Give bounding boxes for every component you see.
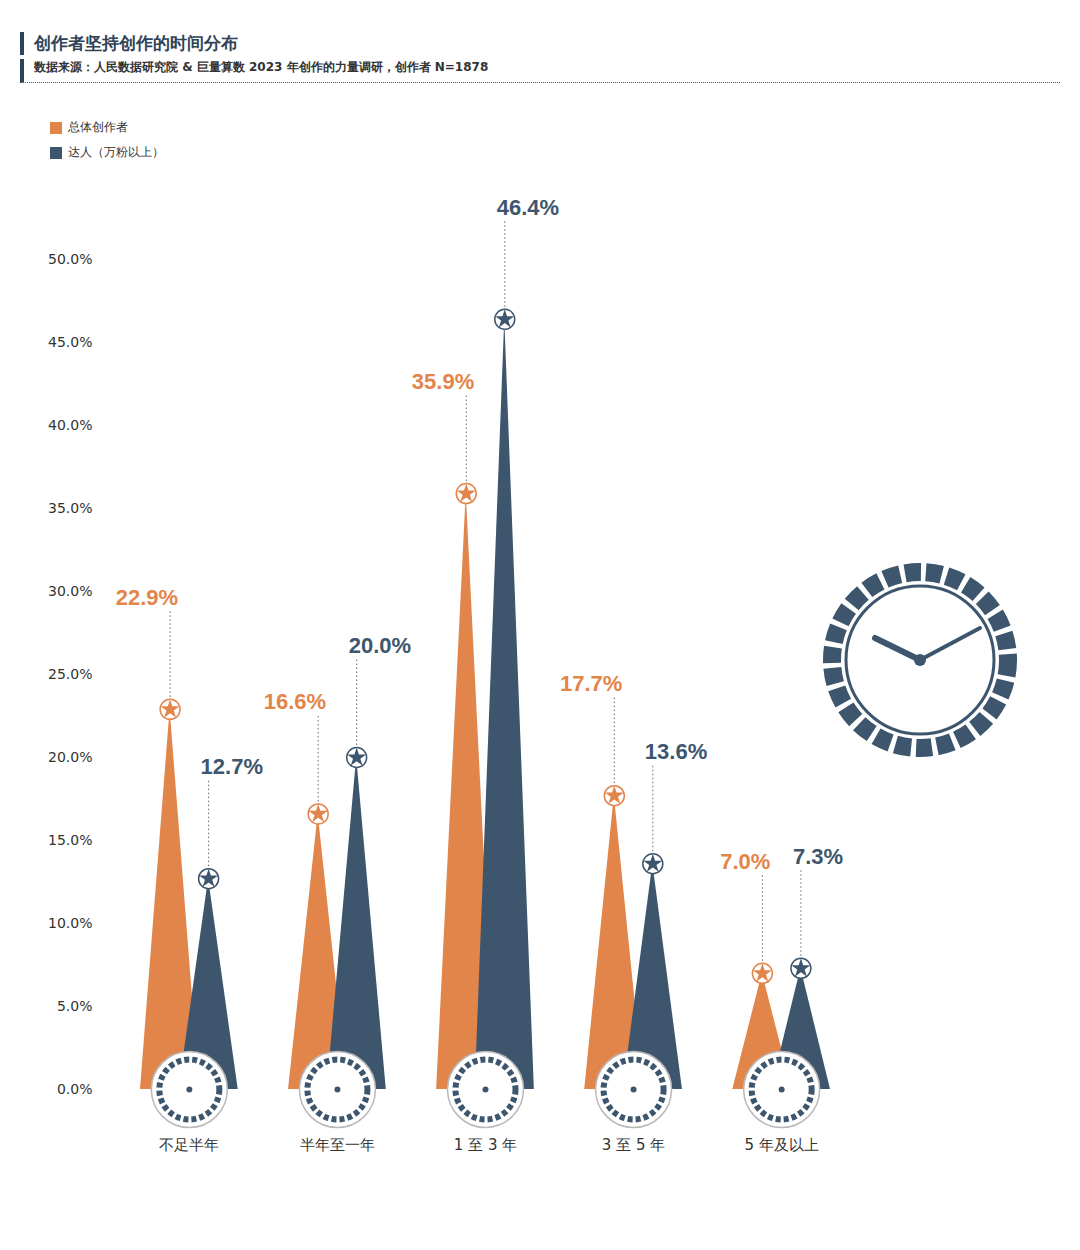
svg-text:50.0%: 50.0% (48, 251, 92, 267)
svg-text:45.0%: 45.0% (48, 334, 92, 350)
svg-text:10.0%: 10.0% (48, 915, 92, 931)
svg-text:35.0%: 35.0% (48, 500, 92, 516)
svg-text:16.6%: 16.6% (264, 689, 326, 714)
html-text:数据来源：人民数据研究院 & 巨量算数 2023 年创作的力: 数据来源：人民数据研究院 & 巨量算数 2023 年创作的力量调研，创作者 N=… (34, 60, 489, 74)
html-text:创作者坚持创作的时间分布: 创作者坚持创作的时间分布 (34, 33, 238, 53)
svg-text:20.0%: 20.0% (48, 749, 92, 765)
svg-text:25.0%: 25.0% (48, 666, 92, 682)
svg-text:40.0%: 40.0% (48, 417, 92, 433)
svg-text:15.0%: 15.0% (48, 832, 92, 848)
svg-text:17.7%: 17.7% (560, 671, 622, 696)
svg-text:13.6%: 13.6% (645, 739, 707, 764)
html-text:总体创作者: 总体创作者 (68, 120, 128, 134)
svg-text:不足半年: 不足半年 (159, 1136, 219, 1154)
html-text:达人（万粉以上）: 达人（万粉以上） (68, 145, 164, 159)
svg-text:46.4%: 46.4% (497, 195, 559, 220)
svg-text:1 至 3 年: 1 至 3 年 (454, 1136, 517, 1154)
svg-text:22.9%: 22.9% (116, 585, 178, 610)
svg-text:5 年及以上: 5 年及以上 (744, 1136, 818, 1154)
svg-text:0.0%: 0.0% (57, 1081, 93, 1097)
svg-text:20.0%: 20.0% (349, 633, 411, 658)
svg-text:5.0%: 5.0% (57, 998, 93, 1014)
svg-text:7.3%: 7.3% (793, 844, 843, 869)
svg-text:7.0%: 7.0% (720, 849, 770, 874)
svg-text:35.9%: 35.9% (412, 369, 474, 394)
svg-text:30.0%: 30.0% (48, 583, 92, 599)
svg-text:12.7%: 12.7% (201, 754, 263, 779)
svg-text:半年至一年: 半年至一年 (300, 1136, 375, 1154)
svg-text:3 至 5 年: 3 至 5 年 (602, 1136, 665, 1154)
